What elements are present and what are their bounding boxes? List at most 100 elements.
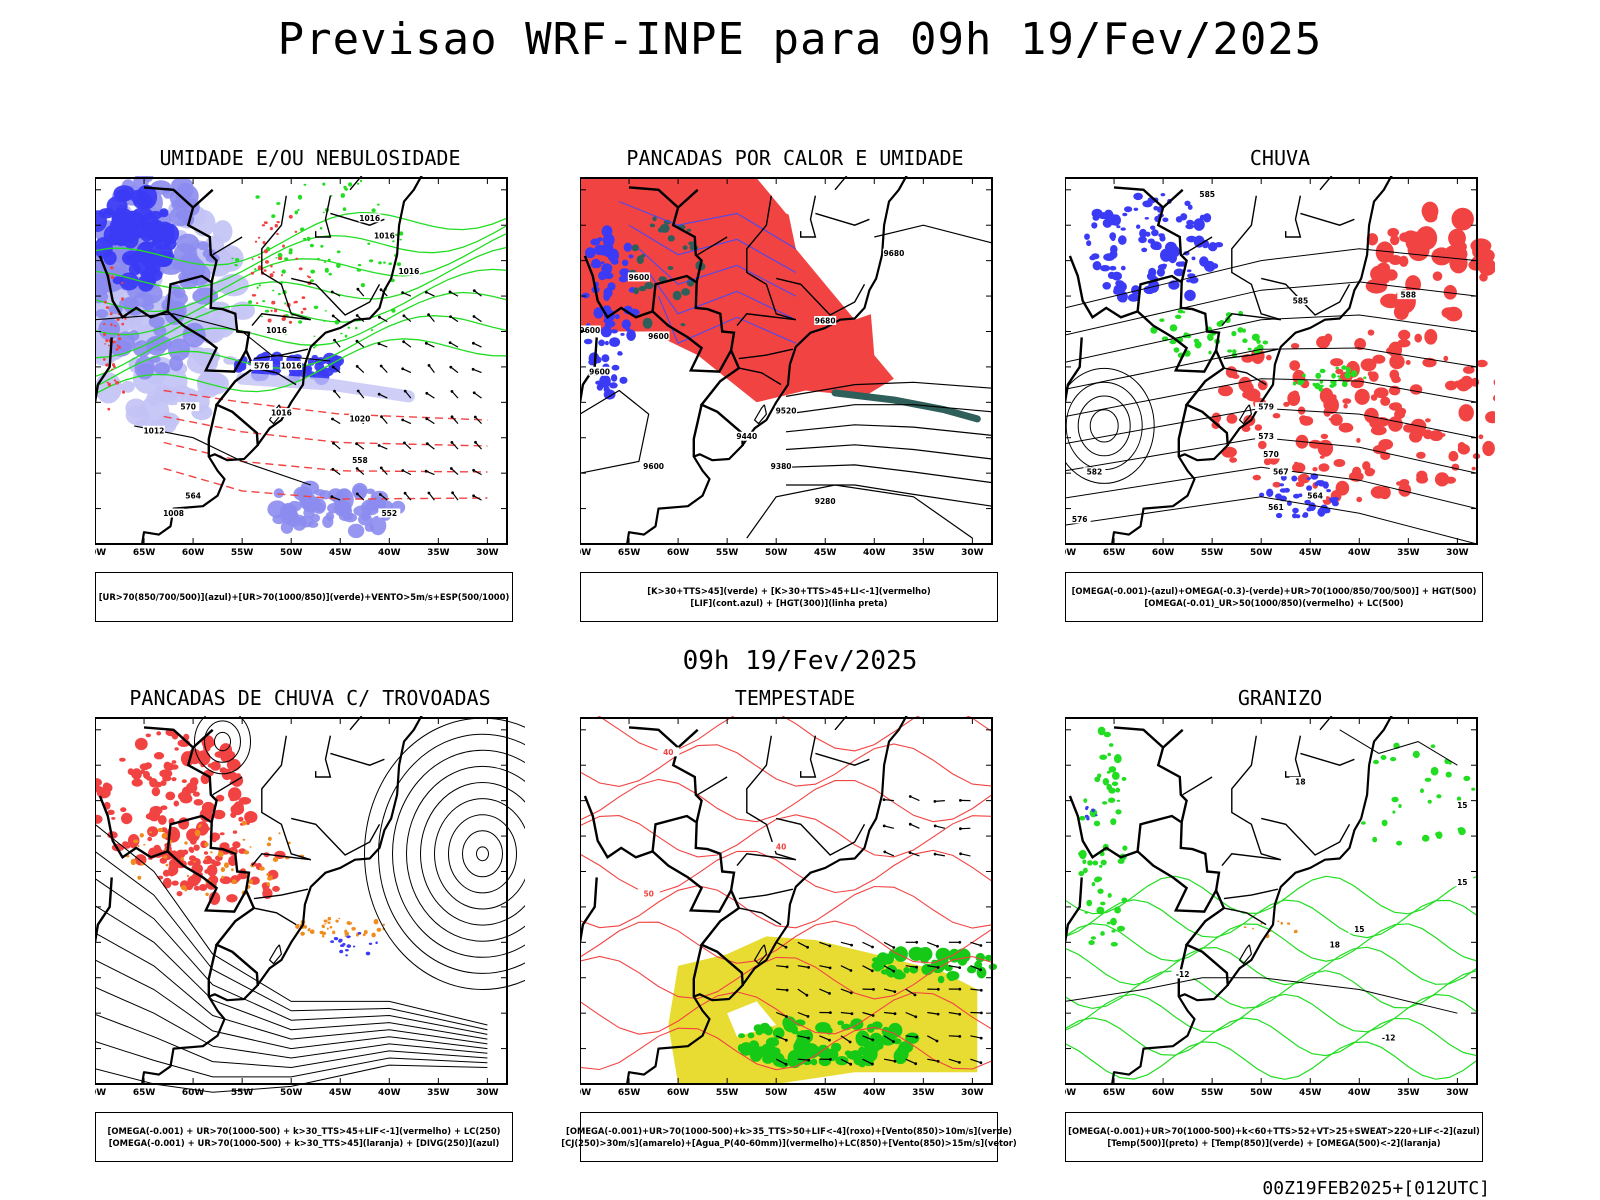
hgt-contour	[1065, 466, 1478, 510]
state-border	[253, 888, 309, 900]
storm-red	[232, 841, 241, 849]
green-dot	[1463, 775, 1471, 781]
wind-green	[739, 1042, 753, 1056]
humidity-light-blue	[347, 523, 365, 539]
storm-orange	[308, 927, 311, 930]
rain-red	[1389, 354, 1405, 370]
humidity-light-blue	[282, 512, 296, 521]
state-border	[1223, 907, 1267, 926]
wind-vector	[883, 850, 887, 854]
wind-vector	[784, 945, 788, 949]
wind-vector	[883, 799, 894, 802]
rain-red	[1476, 359, 1488, 368]
green-dot	[1122, 845, 1128, 851]
red-dot	[109, 312, 113, 316]
contour-label: 15	[1457, 801, 1467, 810]
storm-orange	[307, 928, 311, 932]
storm-orange	[224, 862, 229, 869]
contour-label: 585	[1293, 297, 1309, 306]
streamline	[214, 731, 231, 752]
rain-red	[1343, 403, 1348, 409]
storm-orange	[163, 855, 168, 859]
lif-blue	[590, 238, 601, 246]
wind-vector	[381, 416, 388, 424]
lon-label: 55W	[231, 548, 254, 558]
lon-label: 65W	[1103, 548, 1126, 558]
wind-vector	[356, 389, 360, 393]
rain-red	[1416, 451, 1426, 459]
streamline	[406, 765, 525, 942]
green-dot	[260, 315, 264, 318]
wind-vector	[334, 390, 341, 399]
storm-orange	[217, 851, 224, 858]
wind-vector	[908, 822, 912, 826]
green-dot	[1083, 798, 1088, 803]
wind-vector	[427, 313, 430, 317]
wind-vector	[936, 944, 939, 948]
wind-vector	[936, 987, 940, 991]
storm-red	[121, 812, 133, 825]
storm-red	[159, 769, 173, 778]
rain-green	[1219, 320, 1225, 324]
wind-green	[905, 1032, 920, 1044]
rain-blue	[1136, 224, 1141, 229]
green-dot	[1096, 906, 1105, 915]
red-dashed-contour	[163, 415, 488, 447]
rain-red	[1226, 413, 1238, 424]
wind-vector	[472, 289, 476, 292]
green-dot	[1458, 827, 1466, 836]
contour-label-bg	[265, 325, 288, 335]
red-dot	[254, 240, 258, 243]
wind-vector	[840, 1058, 851, 1065]
red-dot	[277, 256, 283, 260]
green-dot	[248, 300, 253, 304]
red-dot	[122, 390, 125, 393]
country-border	[628, 726, 679, 749]
wind-green	[759, 1022, 771, 1034]
country-border	[207, 944, 218, 997]
humidity-light-blue	[368, 496, 387, 512]
rain-red	[1263, 458, 1272, 466]
green-dot	[1087, 860, 1093, 866]
rain-red	[1297, 473, 1310, 484]
storm-red	[168, 859, 178, 869]
wind-vector	[905, 988, 916, 996]
wind-vector	[785, 988, 789, 992]
lon-label: 40W	[863, 548, 886, 558]
green-dot	[258, 284, 261, 287]
wind-vector	[473, 392, 482, 399]
red-dot	[288, 320, 293, 324]
rain-green	[1314, 382, 1321, 390]
wind-vector	[979, 988, 983, 992]
rain-red	[1356, 437, 1361, 443]
wind-vector	[449, 315, 452, 318]
country-border	[671, 728, 744, 987]
state-border	[1261, 817, 1351, 856]
rain-red	[1211, 421, 1221, 429]
green-dot	[328, 272, 332, 276]
green-dot	[1117, 925, 1125, 932]
wind-vector	[428, 492, 435, 501]
wind-vector	[473, 342, 482, 348]
state-border	[1300, 752, 1355, 766]
divergence-blue	[342, 942, 346, 946]
lon-label: 40W	[378, 548, 401, 558]
lif-blue	[600, 326, 612, 338]
wind-green	[738, 1033, 746, 1039]
wind-vector	[979, 1061, 983, 1065]
wind-vector	[958, 1061, 961, 1064]
rain-red	[1457, 442, 1466, 450]
wind-vector	[892, 946, 896, 949]
humidity-light-blue	[288, 500, 302, 512]
rain-red	[1287, 391, 1301, 406]
rain-red	[1387, 227, 1399, 238]
rain-red	[1378, 439, 1394, 450]
rain-red	[1238, 376, 1252, 392]
red-dot	[294, 230, 298, 233]
rain-blue	[1161, 263, 1168, 268]
green-dot	[334, 320, 340, 325]
lif-blue	[611, 329, 618, 334]
humidity-blue	[117, 190, 128, 198]
contour-label: 576	[254, 361, 270, 370]
contour-label-bg	[162, 508, 185, 518]
